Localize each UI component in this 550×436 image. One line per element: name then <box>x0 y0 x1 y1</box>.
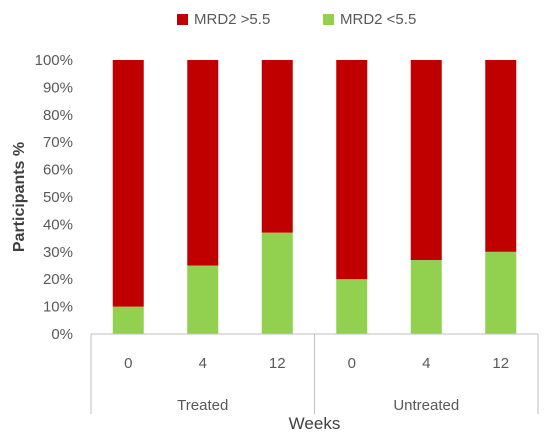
bars <box>112 60 517 334</box>
bar-segment-mrd2-above <box>187 60 219 266</box>
legend-label-mrd2-above: MRD2 >5.5 <box>194 11 270 28</box>
y-tick-label: 70% <box>43 134 73 151</box>
bar-segment-mrd2-below <box>485 251 517 334</box>
bar-segment-mrd2-below <box>336 279 368 334</box>
x-tick-label: 0 <box>124 355 132 372</box>
y-tick-label: 40% <box>43 216 73 233</box>
bar-segment-mrd2-above <box>261 60 293 233</box>
y-tick-label: 10% <box>43 299 73 316</box>
bar-segment-mrd2-below <box>261 232 293 334</box>
x-axis: Treated Untreated 0 4 12 0 4 12 <box>90 333 539 414</box>
y-axis-label: Participants % <box>11 142 28 252</box>
bar-segment-mrd2-below <box>112 306 144 334</box>
bar-segment-mrd2-above <box>485 60 517 252</box>
bar-segment-mrd2-above <box>336 60 368 280</box>
y-tick-label: 20% <box>43 271 73 288</box>
legend-swatch-mrd2-above <box>177 14 188 25</box>
x-tick-label: 4 <box>422 355 430 372</box>
x-group-label: Untreated <box>393 397 459 414</box>
x-tick-label: 4 <box>199 355 207 372</box>
bar-segment-mrd2-above <box>410 60 442 261</box>
bar-segment-mrd2-above <box>112 60 144 307</box>
y-tick-label: 80% <box>43 107 73 124</box>
y-axis-ticks: 0% 10% 20% 30% 40% 50% 60% 70% 80% 90% 100% <box>35 52 73 343</box>
x-group-label: Treated <box>177 397 228 414</box>
x-axis-label: Weeks <box>289 414 341 433</box>
legend-swatch-mrd2-below <box>323 14 334 25</box>
x-tick-label: 12 <box>269 355 286 372</box>
x-tick-label: 12 <box>492 355 509 372</box>
y-tick-label: 90% <box>43 79 73 96</box>
y-tick-label: 60% <box>43 162 73 179</box>
x-tick-label: 0 <box>348 355 356 372</box>
legend: MRD2 >5.5 MRD2 <5.5 <box>177 11 416 28</box>
y-tick-label: 30% <box>43 244 73 261</box>
y-tick-label: 50% <box>43 189 73 206</box>
bar-segment-mrd2-below <box>187 265 219 334</box>
bar-segment-mrd2-below <box>410 260 442 334</box>
y-tick-label: 0% <box>51 326 73 343</box>
legend-label-mrd2-below: MRD2 <5.5 <box>340 11 416 28</box>
y-tick-label: 100% <box>35 52 73 69</box>
